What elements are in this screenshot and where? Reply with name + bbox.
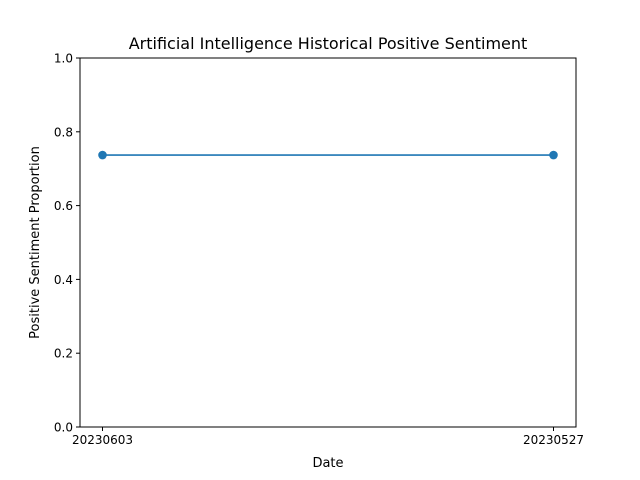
- y-tick-label: 0.0: [54, 421, 73, 435]
- x-axis: 20230603 20230527: [72, 427, 584, 447]
- chart-title: Artificial Intelligence Historical Posit…: [129, 34, 528, 53]
- x-axis-label: Date: [312, 456, 343, 471]
- plot-background: [80, 58, 576, 427]
- plot-frame: [79, 57, 577, 428]
- y-tick-label: 0.2: [54, 347, 73, 361]
- x-tick-label: 20230527: [523, 433, 584, 447]
- y-tick-label: 1.0: [54, 52, 73, 66]
- data-point: [98, 150, 107, 160]
- y-tick-label: 0.8: [54, 125, 73, 139]
- data-point: [549, 150, 558, 160]
- y-tick-label: 0.4: [54, 273, 73, 287]
- y-tick-label: 0.6: [54, 199, 73, 213]
- series-layer: [98, 150, 558, 160]
- y-axis-label: Positive Sentiment Proportion: [28, 146, 43, 339]
- y-axis: 0.0 0.2 0.4 0.6 0.8 1.0: [54, 52, 80, 435]
- x-tick-label: 20230603: [72, 433, 133, 447]
